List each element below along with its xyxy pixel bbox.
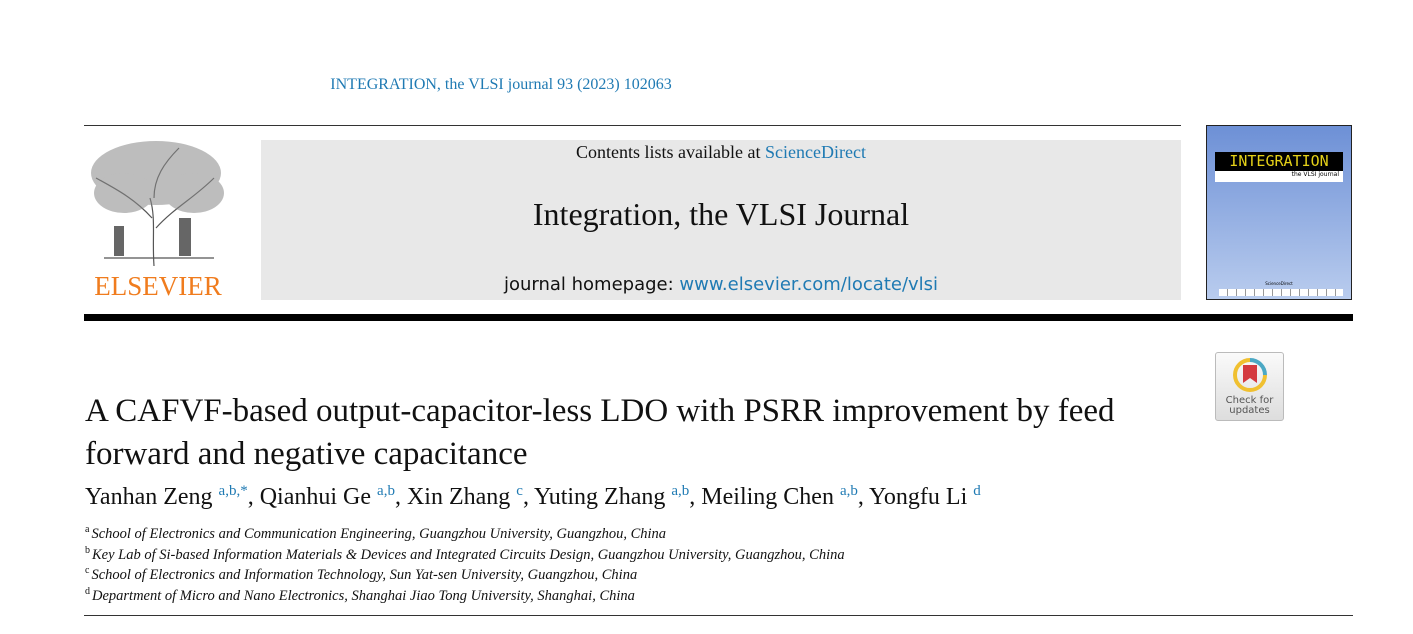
journal-reference[interactable]: INTEGRATION, the VLSI journal 93 (2023) …	[330, 76, 672, 93]
cover-footer: ScienceDirect	[1265, 281, 1293, 286]
affiliation: a School of Electronics and Communication…	[85, 524, 667, 542]
author[interactable]: Yanhan Zeng a,b,*	[85, 483, 248, 510]
tree-icon	[91, 141, 224, 267]
homepage-prefix: journal homepage:	[503, 274, 680, 295]
cover-subtitle: the VLSI journal	[1215, 171, 1343, 182]
elsevier-wordmark: ELSEVIER	[94, 271, 222, 301]
affiliation: b Key Lab of Si-based Information Materia…	[85, 545, 845, 563]
contents-prefix: Contents lists available at	[576, 142, 765, 162]
elsevier-logo: ELSEVIER	[84, 138, 232, 303]
journal-title: Integration, the VLSI Journal	[532, 196, 910, 232]
journal-cover[interactable]: INTEGRATION the VLSI journal ScienceDire…	[1206, 125, 1352, 300]
author[interactable]: Qianhui Ge a,b	[259, 483, 395, 510]
homepage-line: journal homepage: www.elsevier.com/locat…	[261, 274, 1181, 295]
bookmark-icon	[1232, 358, 1267, 392]
sciencedirect-link[interactable]: ScienceDirect	[765, 142, 866, 162]
contents-line: Contents lists available at ScienceDirec…	[261, 142, 1181, 163]
journal-banner: Contents lists available at ScienceDirec…	[261, 140, 1181, 300]
affiliation: d Department of Micro and Nano Electronic…	[85, 586, 635, 604]
author[interactable]: Yuting Zhang a,b	[534, 483, 690, 510]
header-bar	[84, 314, 1353, 321]
author[interactable]: Yongfu Li d	[868, 483, 981, 510]
bottom-rule	[84, 615, 1353, 616]
badge-line1: Check for	[1225, 395, 1274, 406]
author[interactable]: Meiling Chen a,b	[701, 483, 858, 510]
author-list: Yanhan Zeng a,b,*, Qianhui Ge a,b, Xin Z…	[85, 483, 981, 510]
badge-line2: updates	[1229, 405, 1270, 416]
top-rule	[84, 125, 1181, 126]
cover-title: INTEGRATION	[1215, 152, 1343, 171]
check-for-updates-button[interactable]: Check for updates	[1215, 352, 1284, 421]
article-title: A CAFVF-based output-capacitor-less LDO …	[85, 393, 1115, 472]
cover-boxes	[1219, 289, 1343, 296]
homepage-link[interactable]: www.elsevier.com/locate/vlsi	[679, 274, 939, 295]
affiliation: c School of Electronics and Information T…	[85, 565, 638, 583]
author[interactable]: Xin Zhang c	[406, 483, 523, 510]
